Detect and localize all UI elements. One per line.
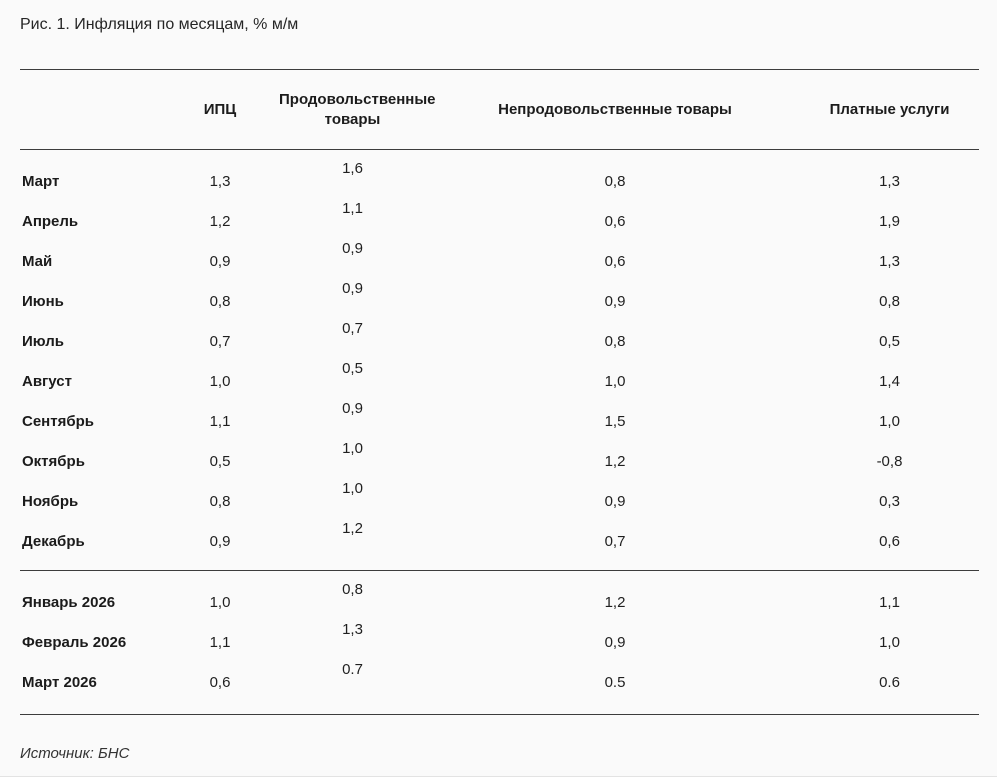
cell-services: 0,6 [879,533,900,550]
cell-services: 0.6 [879,674,900,691]
row-month-label: Ноябрь [22,493,79,510]
cell-ipc: 0,8 [209,293,231,310]
cell-nonfood: 1,5 [604,413,626,430]
cell-nonfood: 1,2 [604,594,626,611]
table-row: Март 1,3 1,6 0,8 1,3 [20,150,979,190]
header-month-empty [20,69,165,150]
table-end-row [20,691,979,715]
header-services: Платные услуги [800,69,979,150]
cell-services: 0,8 [879,293,900,310]
row-month-label: Октябрь [22,453,85,470]
cell-nonfood: 1,0 [604,373,626,390]
cell-food: 1,3 [342,621,363,638]
table-end-cell [20,691,979,715]
section-divider-row [20,550,979,571]
cell-food: 0,9 [342,280,363,297]
cell-nonfood: 0,9 [604,293,626,310]
cell-services: 1,3 [879,253,900,270]
cell-food: 1,0 [342,440,363,457]
cell-services: -0,8 [876,453,903,470]
cell-nonfood: 1,2 [604,453,626,470]
row-month-label: Май [22,253,53,270]
cell-food: 0,8 [342,581,363,598]
cell-ipc: 1,1 [209,634,231,651]
table-body-2026: Январь 2026 1,0 0,8 1,2 1,1 Февраль 2026 1,1 1,… [20,571,979,691]
cell-services: 1,0 [879,413,900,430]
row-month-label: Декабрь [22,533,85,550]
cell-food: 1,1 [342,200,363,217]
cell-services: 1,3 [879,173,900,190]
cell-food: 0,9 [342,400,363,417]
cell-services: 0,3 [879,493,900,510]
cell-food: 0,5 [342,360,363,377]
cell-services: 1,4 [879,373,900,390]
row-month-label: Февраль 2026 [22,634,127,651]
header-row: ИПЦ Продовольственные товары Непродоволь… [20,69,979,150]
row-month-label: Август [22,373,72,390]
cell-nonfood: 0,8 [604,333,626,350]
cell-ipc: 1,2 [209,213,231,230]
cell-ipc: 1,0 [209,373,231,390]
cell-nonfood: 0,6 [604,213,626,230]
cell-nonfood: 0,8 [604,173,626,190]
table-row: Сентябрь 1,1 0,9 1,5 1,0 [20,390,979,430]
row-month-label: Апрель [22,213,79,230]
cell-food: 1,0 [342,480,363,497]
table-row: Январь 2026 1,0 0,8 1,2 1,1 [20,571,979,611]
cell-ipc: 1,1 [209,413,231,430]
cell-services: 0,5 [879,333,900,350]
row-month-label: Март [22,173,60,190]
figure-title: Рис. 1. Инфляция по месяцам, % м/м [20,16,299,33]
table-row: Ноябрь 0,8 1,0 0,9 0,3 [20,470,979,510]
source-note: Источник: БНС [20,745,130,762]
table-row: Июль 0,7 0,7 0,8 0,5 [20,310,979,350]
table-row: Март 2026 0,6 0.7 0.5 0.6 [20,651,979,691]
cell-ipc: 1,3 [209,173,231,190]
cell-ipc: 0,5 [209,453,231,470]
cell-ipc: 0,6 [209,674,231,691]
table-header: ИПЦ Продовольственные товары Непродоволь… [20,69,979,150]
cell-food: 0.7 [342,661,363,678]
cell-services: 1,9 [879,213,900,230]
table-body-main: Март 1,3 1,6 0,8 1,3 Апрель 1,2 1,1 0,6 1,9 Май 0,9… [20,150,979,550]
table-row: Апрель 1,2 1,1 0,6 1,9 [20,190,979,230]
table-row: Февраль 2026 1,1 1,3 0,9 1,0 [20,611,979,651]
cell-nonfood: 0,9 [604,634,626,651]
section-divider-cell [20,550,979,571]
cell-food: 0,7 [342,320,363,337]
table-end [20,691,979,715]
table-row: Октябрь 0,5 1,0 1,2 -0,8 [20,430,979,470]
cell-services: 1,1 [879,594,900,611]
row-month-label: Июль [22,333,64,350]
cell-food: 1,2 [342,520,363,537]
cell-nonfood: 0,7 [604,533,626,550]
cell-services: 1,0 [879,634,900,651]
cell-food: 1,6 [342,160,363,177]
table-row: Июнь 0,8 0,9 0,9 0,8 [20,270,979,310]
cell-ipc: 0,8 [209,493,231,510]
cell-food: 0,9 [342,240,363,257]
row-month-label: Январь 2026 [22,594,116,611]
table-row: Август 1,0 0,5 1,0 1,4 [20,350,979,390]
row-month-label: Сентябрь [22,413,94,430]
cell-nonfood: 0.5 [604,674,626,691]
table-row: Май 0,9 0,9 0,6 1,3 [20,230,979,270]
header-ipc: ИПЦ [165,69,275,150]
section-divider [20,550,979,571]
cell-ipc: 0,7 [209,333,231,350]
cell-nonfood: 0,9 [604,493,626,510]
cell-nonfood: 0,6 [604,253,626,270]
header-food: Продовольственные товары [275,69,435,150]
row-month-label: Июнь [22,293,64,310]
row-month-label: Март 2026 [22,674,97,691]
inflation-table: ИПЦ Продовольственные товары Непродоволь… [20,69,979,715]
cell-ipc: 0,9 [209,533,231,550]
cell-ipc: 1,0 [209,594,231,611]
table-row: Декабрь 0,9 1,2 0,7 0,6 [20,510,979,550]
header-nonfood: Непродовольственные товары [430,69,800,150]
cell-ipc: 0,9 [209,253,231,270]
